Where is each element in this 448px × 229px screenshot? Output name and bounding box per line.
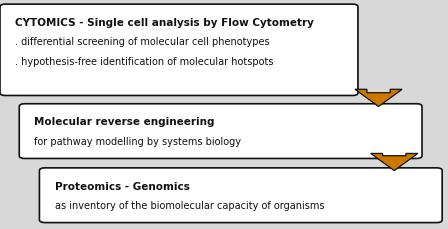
Text: . differential screening of molecular cell phenotypes: . differential screening of molecular ce… [15, 37, 270, 47]
FancyBboxPatch shape [0, 4, 358, 95]
Text: for pathway modelling by systems biology: for pathway modelling by systems biology [34, 137, 241, 147]
Polygon shape [371, 153, 418, 171]
FancyBboxPatch shape [39, 168, 442, 223]
Polygon shape [355, 89, 402, 106]
Text: Proteomics - Genomics: Proteomics - Genomics [55, 182, 190, 192]
Text: . hypothesis-free identification of molecular hotspots: . hypothesis-free identification of mole… [15, 57, 274, 67]
Text: Molecular reverse engineering: Molecular reverse engineering [34, 117, 215, 128]
FancyBboxPatch shape [19, 104, 422, 158]
Text: as inventory of the biomolecular capacity of organisms: as inventory of the biomolecular capacit… [55, 201, 324, 211]
Text: CYTOMICS - Single cell analysis by Flow Cytometry: CYTOMICS - Single cell analysis by Flow … [15, 18, 314, 28]
